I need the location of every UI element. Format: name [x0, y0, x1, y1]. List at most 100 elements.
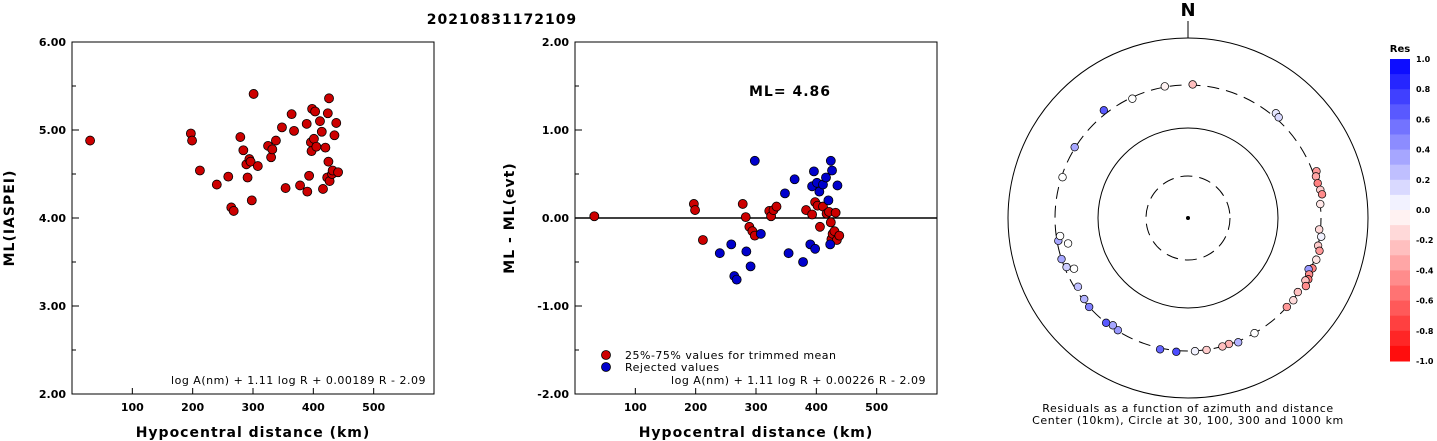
plot1-point-s0 [223, 171, 234, 182]
plot1-point-s0 [248, 89, 259, 99]
colorbar-cell [1390, 89, 1410, 105]
page-title: 20210831172109 [427, 12, 577, 28]
plot1-formula: log A(nm) + 1.11 log R + 0.00189 R - 2.0… [171, 374, 426, 387]
polar-station-point [1073, 282, 1083, 291]
polar-station-point [1101, 318, 1111, 327]
plot1-y-tick-label: 2.00 [39, 388, 66, 401]
plot1-point-s0 [295, 180, 305, 191]
polar-station-point [1282, 302, 1291, 312]
colorbar-cell [1390, 210, 1410, 226]
plot2-x-tick-label: 100 [624, 401, 647, 414]
colorbar-cell [1390, 255, 1410, 271]
plot1-point-s0 [235, 132, 246, 142]
plot2-point-s1 [825, 155, 836, 166]
plot2-y-axis-label: ML - ML(evt) [502, 162, 518, 273]
circle-1000km [1007, 37, 1369, 399]
plot2-point-s0 [771, 201, 782, 212]
polar-station-point [1317, 232, 1326, 241]
plot1-point-s0 [289, 125, 299, 136]
polar-station-point [1190, 347, 1200, 356]
plot2-y-tick-label: 1.00 [542, 124, 569, 137]
plot1-point-s0 [228, 206, 239, 216]
plot2-point-s1 [825, 239, 836, 250]
plot1-point-s0 [242, 172, 253, 183]
colorbar-tick-label: 0.4 [1416, 146, 1431, 155]
plot2-point-s0 [698, 235, 708, 245]
colorbar-tick-label: -0.4 [1416, 266, 1434, 275]
colorbar-cell [1390, 330, 1410, 347]
colorbar-cell [1390, 225, 1410, 241]
polar-caption-1: Residuals as a function of azimuth and d… [1042, 402, 1333, 415]
plot1-point-s0 [302, 186, 313, 197]
legend-marker-trimmed-mean [601, 350, 611, 360]
plot1-point-s0 [266, 152, 277, 163]
colorbar-cell [1390, 285, 1410, 302]
plot2-x-tick-label: 300 [745, 401, 768, 414]
plot2-point-s1 [809, 166, 819, 177]
plot1-point-s0 [331, 118, 342, 128]
colorbar-tick-label: -0.6 [1416, 297, 1434, 306]
plot1-point-s0 [316, 126, 327, 137]
plot2-point-s1 [755, 228, 766, 239]
polar-station-point [1293, 287, 1302, 297]
plot1-y-tick-label: 6.00 [39, 36, 66, 49]
polar-station-point [1080, 294, 1089, 304]
plot2-point-s0 [737, 199, 748, 209]
plot2-point-s1 [823, 195, 834, 206]
plot1-point-s0 [277, 122, 287, 133]
plot1-point-s0 [85, 135, 95, 146]
plot1-y-tick-label: 3.00 [39, 300, 66, 313]
circle-300km [1054, 84, 1322, 352]
colorbar-cell [1390, 240, 1410, 256]
plot2-point-s1 [745, 261, 756, 272]
plot1-point-s0 [245, 156, 256, 167]
polar-station-point [1155, 345, 1165, 354]
plot1-point-s0 [315, 116, 325, 127]
polar-station-point [1317, 190, 1327, 199]
colorbar-tick-label: 1.0 [1416, 55, 1431, 64]
plot1-point-s0 [238, 145, 249, 156]
polar-station-point [1218, 342, 1227, 351]
plot2-y-tick-label: 0.00 [542, 212, 569, 225]
north-label: N [1180, 0, 1195, 21]
polar-station-point [1062, 262, 1071, 272]
plot1-point-s0 [252, 161, 263, 171]
colorbar-tick-label: -0.2 [1416, 236, 1434, 245]
colorbar-tick-label: 0.8 [1416, 85, 1431, 94]
polar-station-point [1085, 302, 1094, 312]
polar-station-point [1069, 264, 1079, 273]
circle-100km [1097, 127, 1279, 309]
plot2-y-tick-label: -2.00 [537, 388, 569, 401]
plot1-point-s0 [318, 184, 328, 194]
polar-station-point [1057, 254, 1066, 264]
plot1-point-s0 [286, 109, 297, 120]
colorbar-cell [1390, 119, 1410, 135]
plot1-x-tick-label: 400 [302, 401, 325, 414]
colorbar-tick-label: 0.2 [1416, 176, 1430, 185]
plot2-y-tick-label: 2.00 [542, 36, 569, 49]
plot1-point-s0 [322, 108, 333, 119]
plot1-point-s0 [267, 144, 278, 155]
plot2-point-s1 [821, 172, 831, 183]
polar-station-point [1113, 326, 1123, 335]
plot1-point-s0 [187, 135, 197, 146]
polar-station-point [1289, 296, 1298, 305]
plot2-point-s0 [589, 211, 600, 222]
plot2-x-tick-label: 500 [865, 401, 888, 414]
plot1-point-s0 [195, 165, 205, 176]
colorbar-cell [1390, 104, 1410, 120]
plot2-point-s0 [834, 230, 845, 241]
plot1-x-axis-label: Hypocentral distance (km) [136, 425, 371, 441]
plot2-x-axis-label: Hypocentral distance (km) [639, 425, 874, 441]
colorbar-cell [1390, 164, 1410, 181]
polar-station-point [1070, 143, 1079, 152]
legend-marker-rejected [601, 362, 611, 372]
colorbar-cell [1390, 345, 1410, 362]
plot2-point-s0 [825, 217, 836, 228]
polar-station-point [1172, 347, 1181, 356]
ml-residual-plot: 100 200 300 400 500 -2.00 -1.00 0.00 1.00 2.00 ML… [502, 36, 938, 441]
polar-station-point [1250, 329, 1259, 338]
polar-station-point [1160, 82, 1169, 91]
colorbar-cell [1390, 300, 1410, 317]
colorbar-tick-label: -1.0 [1416, 357, 1434, 366]
